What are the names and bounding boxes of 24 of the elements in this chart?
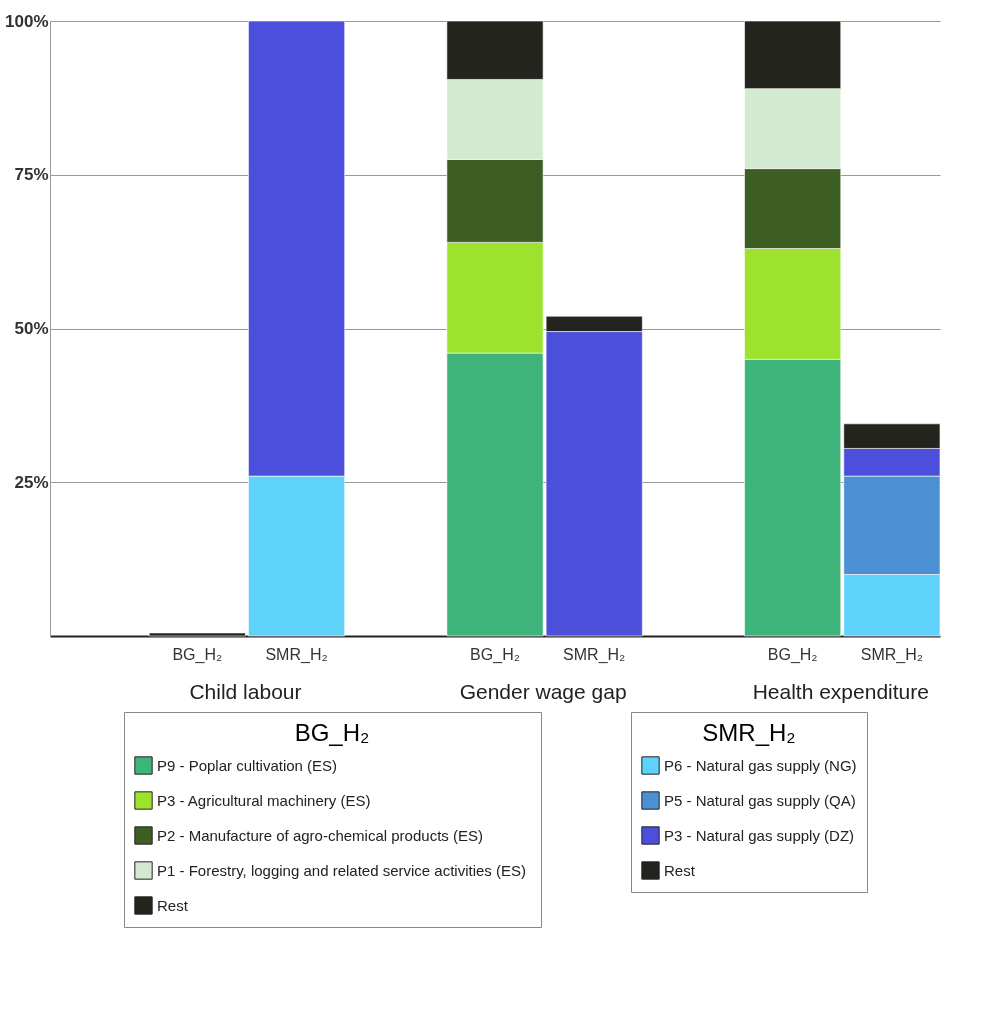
x-tick-label: BG_H₂: [767, 645, 818, 664]
legend-label: P1 - Forestry, logging and related service activities (ES): [157, 861, 527, 879]
x-tick-label: BG_H₂: [172, 645, 223, 664]
legend-label: P5 - Natural gas supply (QA): [664, 791, 856, 809]
y-tick-label: 50%: [14, 319, 49, 338]
category-label: BG_H₂: [294, 719, 370, 746]
x-tick-label: BG_H₂: [470, 645, 520, 664]
legend-label: P6 - Natural gas supply (NG): [664, 756, 857, 774]
text: Child labour: [189, 680, 302, 703]
text: Gender wage gap: [459, 680, 627, 703]
y-tick-label: 75%: [14, 165, 49, 185]
y-tick-label: 25%: [14, 472, 49, 492]
x-tick-label: SMR_H₂: [265, 645, 328, 664]
category-label: SMR_H₂: [702, 719, 796, 746]
y-tick-label: 100%: [5, 11, 49, 31]
legend-label: Rest: [157, 896, 189, 914]
text: Health expenditure: [752, 680, 929, 703]
legend-label: Rest: [664, 861, 696, 879]
x-tick-label: SMR_H₂: [860, 645, 923, 664]
legend-label: P3 - Agricultural machinery (ES): [157, 791, 371, 809]
legend-label: P2 - Manufacture of agro-chemical products (ES): [157, 826, 483, 844]
legend-label: P9 - Poplar cultivation (ES): [157, 756, 338, 774]
x-tick-label: SMR_H₂: [563, 645, 626, 664]
legend-label: P3 - Natural gas supply (DZ): [664, 826, 855, 844]
